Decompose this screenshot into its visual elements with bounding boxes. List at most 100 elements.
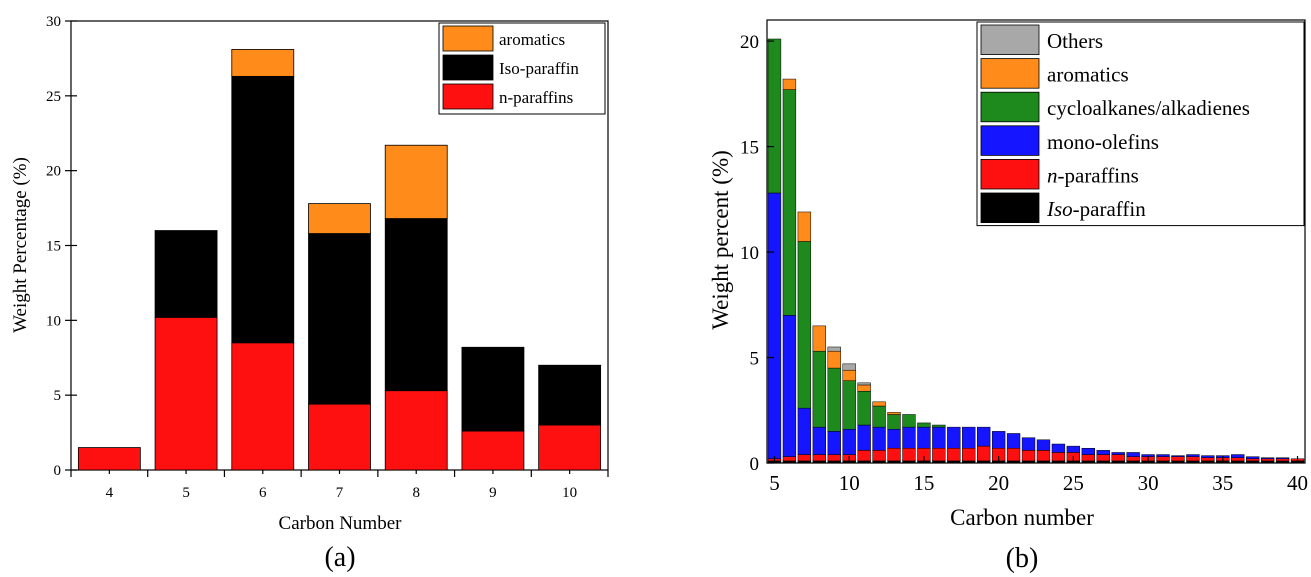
chart-a-bar-iso-paraffin-9 <box>461 346 525 432</box>
chart-b-legend-label: Others <box>1047 29 1103 53</box>
chart-b-bar-n_paraffins-18 <box>962 447 976 462</box>
chart-b-bar-aromatics-10 <box>842 369 856 381</box>
chart-b-bar-iso_paraffin-23 <box>1036 460 1051 464</box>
chart-b-bar-aromatics-13 <box>887 412 901 415</box>
chart-b-xtick-label: 30 <box>1138 471 1159 495</box>
chart-b-bar-cycloalkanes-10 <box>842 380 856 430</box>
chart-a-legend-label: n-paraffins <box>499 88 573 107</box>
chart-b-bar-mono_olefins-15 <box>917 426 931 449</box>
chart-b-bar-iso_paraffin-28 <box>1111 460 1125 464</box>
chart-a-legend-swatch <box>442 54 494 81</box>
chart-a-ytick-label: 0 <box>54 463 62 479</box>
chart-a-bar-n-paraffins-10 <box>538 424 602 471</box>
chart-a-bar-n-paraffins-4 <box>77 447 141 471</box>
chart-a-legend-swatch <box>442 83 494 110</box>
chart-b-bar-iso_paraffin-39 <box>1275 460 1290 464</box>
chart-b-bar-mono_olefins-6 <box>782 315 797 457</box>
chart-b-bar-mono_olefins-27 <box>1096 450 1110 455</box>
chart-b-bar-n_paraffins-17 <box>947 447 961 462</box>
chart-b-bar-iso_paraffin-24 <box>1051 460 1066 464</box>
chart-b-bar-iso_paraffin-22 <box>1021 460 1036 464</box>
chart-b-bar-iso_paraffin-26 <box>1081 460 1095 464</box>
chart-b-xtick-label: 20 <box>988 471 1009 495</box>
chart-a-bar-iso-paraffin-6 <box>231 75 295 344</box>
chart-b-bar-n_paraffins-36 <box>1231 457 1245 462</box>
chart-b-ylabel: Weight percent (%) <box>708 150 733 330</box>
chart-b-bar-iso_paraffin-37 <box>1246 460 1260 464</box>
chart-b-legend-swatch <box>980 192 1040 224</box>
chart-b-xtick-label: 35 <box>1212 471 1233 495</box>
chart-b-legend-label: aromatics <box>1047 63 1129 87</box>
chart-a-xtick-label: 10 <box>562 485 577 501</box>
chart-a-bars <box>77 49 602 471</box>
chart-b-bar-cycloalkanes-13 <box>887 414 901 430</box>
chart-a: 0 5 10 15 20 25 30 4 5 6 7 8 9 10 Weight Percentage … <box>10 14 609 573</box>
chart-b-bar-mono_olefins-13 <box>887 428 901 449</box>
chart-a-bar-aromatics-8 <box>384 144 448 219</box>
chart-b-legend-swatch <box>980 91 1040 123</box>
chart-b-bar-n_paraffins-19 <box>977 445 991 462</box>
chart-b-y-axis: 0 5 10 15 20 <box>740 32 774 475</box>
chart-b-bar-mono_olefins-22 <box>1021 437 1036 451</box>
chart-b-bars <box>767 38 1305 464</box>
chart-b-bar-iso_paraffin-36 <box>1231 460 1245 464</box>
chart-a-x-axis: 4 5 6 7 8 9 10 <box>70 470 609 501</box>
chart-b-frame <box>766 19 1306 464</box>
chart-b-bar-iso_paraffin-34 <box>1201 460 1215 464</box>
chart-a-bar-n-paraffins-6 <box>231 342 295 471</box>
chart-b-bar-n_paraffins-9 <box>827 454 841 462</box>
chart-b-bar-mono_olefins-14 <box>902 426 916 449</box>
chart-b-bar-others-10 <box>842 363 856 371</box>
chart-a-ytick-label: 15 <box>46 239 61 255</box>
chart-b-bar-cycloalkanes-14 <box>902 414 916 428</box>
chart-b-bar-mono_olefins-18 <box>962 426 976 449</box>
chart-b-bar-iso_paraffin-38 <box>1260 460 1275 464</box>
chart-b-bar-cycloalkanes-11 <box>857 391 871 426</box>
chart-b-bar-n_paraffins-31 <box>1156 456 1170 462</box>
chart-b-bar-n_paraffins-13 <box>887 447 901 462</box>
chart-b-bar-n_paraffins-23 <box>1036 450 1051 462</box>
chart-b-legend-label: n-paraffins <box>1047 163 1139 187</box>
chart-b-bar-mono_olefins-29 <box>1126 452 1140 457</box>
chart-b-bar-n_paraffins-16 <box>932 447 946 462</box>
chart-b-bar-n_paraffins-39 <box>1275 458 1290 462</box>
chart-b-bar-aromatics-8 <box>812 325 826 352</box>
chart-b-bar-cycloalkanes-5 <box>767 38 782 194</box>
chart-b-bar-n_paraffins-11 <box>857 450 871 462</box>
chart-a-bar-iso-paraffin-5 <box>154 230 218 318</box>
chart-b-bar-iso_paraffin-11 <box>857 460 871 464</box>
chart-b-xtick-label: 15 <box>913 471 934 495</box>
chart-a-bar-n-paraffins-9 <box>461 430 525 471</box>
chart-b-bar-mono_olefins-24 <box>1051 443 1066 453</box>
chart-a-y-axis: 0 5 10 15 20 25 30 <box>46 14 77 479</box>
chart-b-bar-n_paraffins-34 <box>1201 457 1215 462</box>
chart-b-bar-mono_olefins-11 <box>857 424 871 451</box>
chart-b-xtick-label: 40 <box>1287 471 1308 495</box>
chart-b-bar-mono_olefins-31 <box>1156 454 1170 457</box>
chart-b-bar-iso_paraffin-19 <box>977 460 991 464</box>
chart-b-bar-aromatics-9 <box>827 350 841 369</box>
chart-b-bar-mono_olefins-28 <box>1111 452 1125 455</box>
chart-b-legend-box <box>976 21 1305 227</box>
chart-a-bar-iso-paraffin-8 <box>384 218 448 392</box>
chart-b-bar-cycloalkanes-16 <box>932 424 946 428</box>
chart-a-legend-swatch <box>442 25 494 52</box>
chart-b-bar-n_paraffins-29 <box>1126 456 1140 462</box>
chart-b-ytick-label: 15 <box>740 138 759 159</box>
chart-b-bar-n_paraffins-6 <box>782 456 797 462</box>
chart-b-bar-n_paraffins-32 <box>1171 456 1185 462</box>
chart-b-bar-n_paraffins-14 <box>902 447 916 462</box>
chart-b-bar-iso_paraffin-7 <box>797 460 812 464</box>
chart-b-bar-n_paraffins-24 <box>1051 452 1066 462</box>
chart-b-bar-mono_olefins-25 <box>1066 445 1081 453</box>
chart-a-ylabel: Weight Percentage (%) <box>10 157 31 333</box>
chart-b-legend-label: Iso-paraffin <box>1046 197 1146 221</box>
chart-b-bar-n_paraffins-8 <box>812 454 826 462</box>
chart-b-bar-n_paraffins-33 <box>1186 456 1200 462</box>
chart-b-bar-aromatics-12 <box>872 401 886 407</box>
chart-b-bar-aromatics-6 <box>782 78 797 90</box>
chart-b-bar-cycloalkanes-7 <box>797 241 812 409</box>
chart-b-bar-mono_olefins-33 <box>1186 454 1200 457</box>
chart-a-ytick-label: 5 <box>54 388 62 404</box>
chart-b-bar-mono_olefins-21 <box>1006 433 1021 449</box>
